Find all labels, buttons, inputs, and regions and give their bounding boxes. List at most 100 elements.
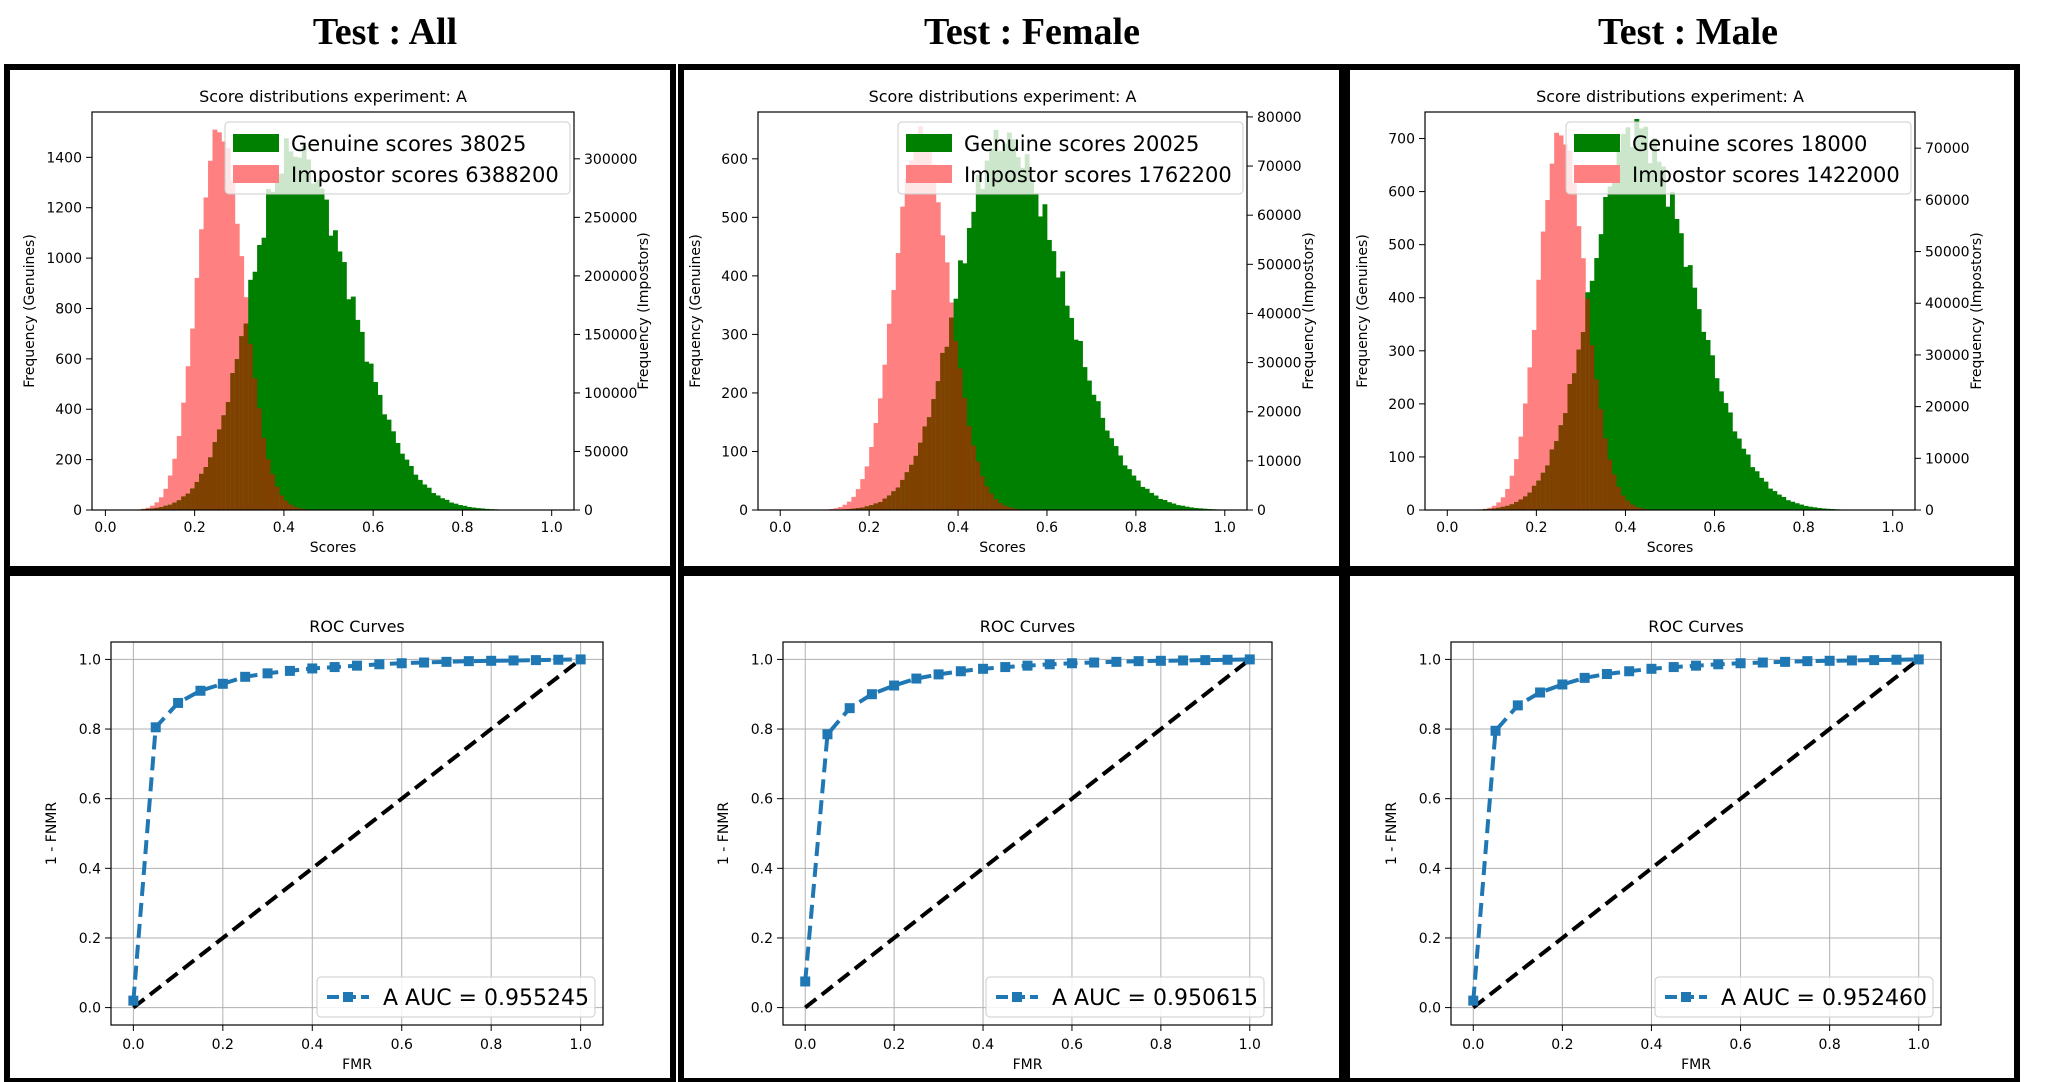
roc-point: [911, 673, 922, 684]
roc-point: [1222, 654, 1233, 665]
genuine-bar: [1754, 471, 1760, 510]
genuine-bar: [1118, 455, 1123, 510]
x-tick-label: 0.6: [1729, 1037, 1751, 1053]
legend: A AUC = 0.955245: [316, 976, 596, 1018]
roc-point: [1200, 655, 1211, 666]
roc-point: [1089, 657, 1100, 668]
roc-chart: 0.0 0.2 0.4 0.6 0.8 1.0 0.0 0.2 0.4 0.6 0.8 1.0 ROC …: [716, 617, 1273, 1073]
y2-tick-label: 40000: [1257, 306, 1302, 322]
genuine-bar: [386, 419, 392, 510]
x-tick-label: 0.6: [1061, 1037, 1083, 1053]
y2-tick-label: 30000: [1925, 348, 1970, 364]
genuine-bar: [475, 508, 481, 510]
overlap-bar: [1585, 298, 1591, 510]
genuine-bar: [1803, 505, 1809, 510]
genuine-bar: [270, 191, 276, 510]
genuine-bar: [1078, 340, 1083, 510]
genuine-bar: [399, 453, 405, 510]
overlap-bar: [176, 500, 182, 510]
legend-label: Impostor scores 1762200: [964, 163, 1232, 187]
impostor-bar: [878, 398, 883, 510]
y2-tick-label: 0: [1257, 503, 1266, 519]
overlap-bar: [975, 461, 981, 510]
genuine-bar: [261, 237, 267, 510]
genuine-bar: [346, 299, 352, 510]
impostor-bar: [1572, 183, 1577, 510]
roc-point: [1535, 687, 1546, 698]
genuine-bar: [1727, 412, 1733, 510]
genuine-bar: [1643, 126, 1649, 511]
genuine-bar: [1683, 266, 1689, 510]
genuine-bar: [337, 251, 343, 511]
overlap-bar: [243, 323, 249, 510]
impostor-bar: [1496, 502, 1502, 510]
roc-point: [1624, 666, 1635, 677]
genuine-bar: [1109, 438, 1115, 510]
impostor-bar: [190, 328, 196, 510]
roc-point: [463, 656, 474, 667]
genuine-bar: [1674, 219, 1680, 510]
impostor-bar: [216, 132, 222, 511]
impostor-bar: [1549, 163, 1555, 510]
y2-tick-label: 150000: [584, 327, 637, 343]
roc-point: [217, 678, 228, 689]
impostor-bar: [221, 141, 227, 510]
genuine-bar: [1768, 488, 1773, 510]
overlap-bar: [1509, 504, 1515, 510]
roc-point: [1155, 655, 1166, 666]
genuine-bar: [408, 465, 414, 510]
impostor-bar: [172, 458, 178, 510]
y-tick-label: 0.0: [751, 1001, 773, 1017]
genuine-bar: [1696, 309, 1702, 510]
overlap-bar: [208, 457, 213, 510]
genuine-bar: [1710, 355, 1715, 510]
overlap-bar: [288, 504, 294, 510]
y-tick-label: 400: [55, 402, 82, 418]
overlap-bar: [922, 426, 928, 510]
x-tick-label: 1.0: [1908, 1037, 1930, 1053]
genuine-bar: [324, 199, 329, 510]
chart-title: ROC Curves: [309, 617, 405, 636]
roc-point: [1468, 995, 1479, 1006]
roc-point: [800, 976, 811, 987]
genuine-bar: [1808, 506, 1813, 510]
y-tick-label: 800: [55, 301, 82, 317]
y-tick-label: 0.2: [1419, 931, 1441, 947]
overlap-bar: [886, 495, 892, 510]
genuine-bar: [1042, 204, 1048, 510]
panel-frame: [1344, 570, 2020, 1082]
genuine-bar: [1741, 448, 1747, 510]
chance-line: [803, 657, 1252, 1010]
genuine-bar: [1095, 401, 1101, 510]
overlap-bar: [1536, 480, 1542, 510]
roc-point: [1557, 679, 1568, 690]
impostor-bar: [931, 164, 937, 510]
genuine-bar: [426, 487, 432, 510]
genuine-bar: [962, 263, 968, 510]
roc-point: [844, 703, 855, 714]
genuine-bar: [1029, 180, 1035, 510]
axes-frame: [757, 111, 1248, 511]
overlap-bar: [181, 496, 187, 510]
roc-point: [307, 663, 318, 674]
genuine-bar: [1799, 504, 1805, 510]
x-tick-label: 0.6: [1036, 520, 1058, 536]
genuine-bar: [1763, 481, 1769, 510]
x-tick-label: 1.0: [570, 1037, 592, 1053]
genuine-bar: [1621, 133, 1626, 510]
genuine-bar: [382, 414, 387, 510]
genuine-bar: [457, 505, 463, 510]
impostor-bar: [158, 497, 164, 510]
y-tick-label: 0.2: [751, 931, 773, 947]
genuine-bar: [328, 235, 334, 510]
genuine-bar: [1701, 331, 1707, 510]
legend-swatch: [1574, 134, 1620, 152]
genuine-bar: [1678, 233, 1684, 510]
genuine-bar: [435, 495, 441, 510]
genuine-bar: [315, 179, 321, 510]
x-tick-label: 1.0: [541, 520, 563, 536]
overlap-bar: [252, 378, 258, 510]
impostor-bar: [838, 506, 843, 510]
overlap-bar: [1505, 505, 1511, 510]
column-title-all: Test : All: [312, 11, 458, 53]
